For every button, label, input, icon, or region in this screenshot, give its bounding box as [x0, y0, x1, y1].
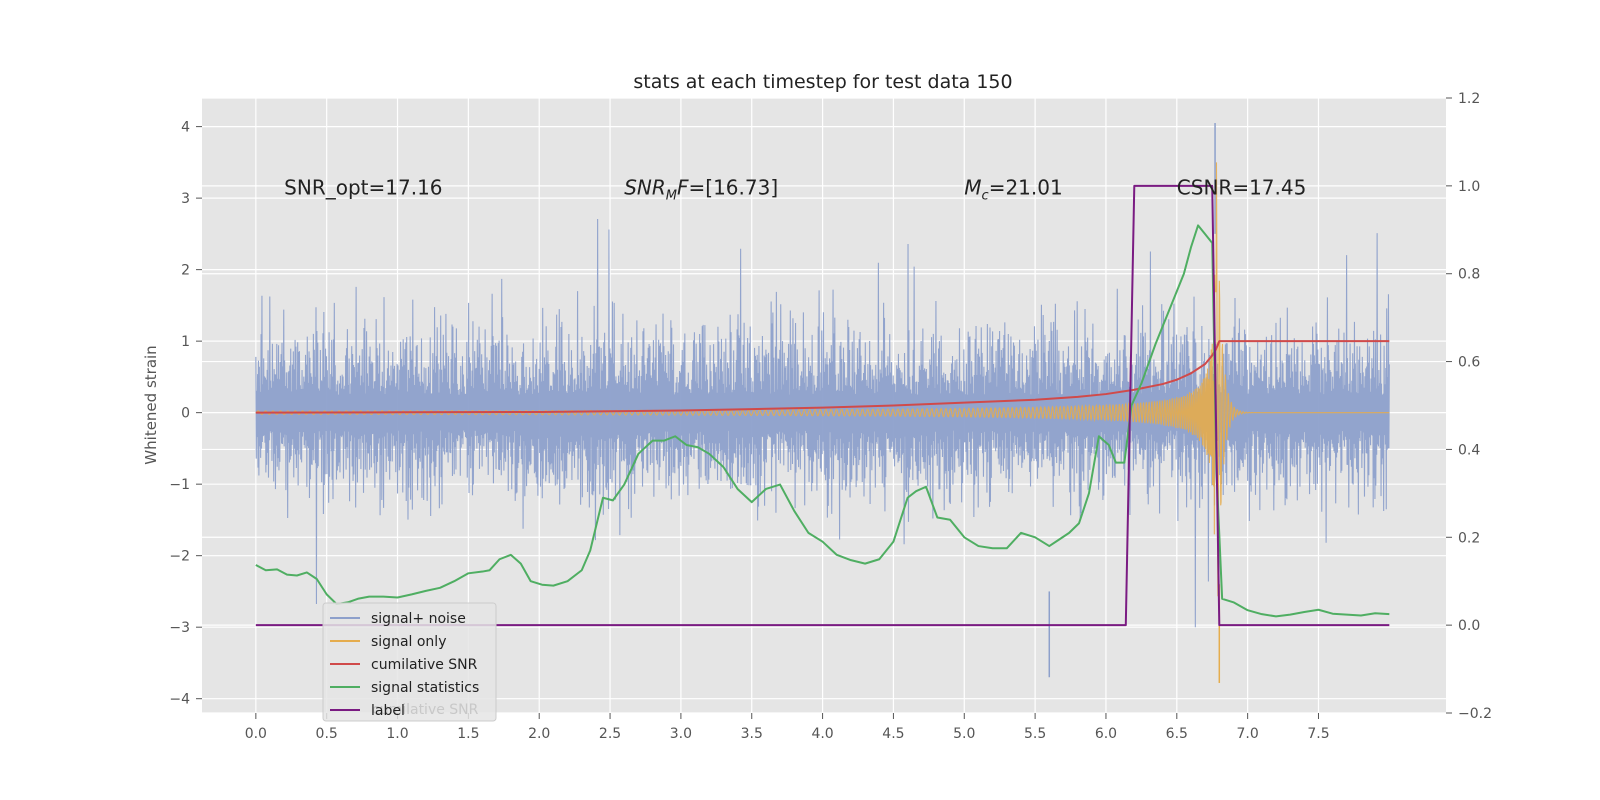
legend-ghost-text: cumilative SNR — [372, 702, 479, 718]
annotation: CSNR=17.45 — [1177, 175, 1307, 199]
y-tick-label: −1 — [169, 477, 190, 493]
legend-entry: cumilative SNR — [371, 657, 478, 673]
x-tick-label: 3.0 — [670, 726, 692, 742]
y-tick-label: 2 — [181, 263, 190, 279]
y-tick-label: 4 — [181, 120, 190, 136]
y-tick-label: −2 — [169, 549, 190, 565]
x-tick-label: 5.0 — [953, 726, 975, 742]
y-tick-label: −4 — [169, 692, 190, 708]
x-tick-label: 1.5 — [457, 726, 479, 742]
annotation: SNR_opt=17.16 — [284, 175, 442, 199]
legend-entry: signal only — [371, 634, 446, 650]
annotations: SNR_opt=17.16 SNRMF=[16.73] Mc=21.01 CSNR=1… — [284, 175, 1306, 203]
legend-entry: label — [371, 703, 405, 719]
x-tick-label: 2.5 — [599, 726, 621, 742]
y-right-tick-label: 1.0 — [1458, 179, 1480, 195]
series-signal-only-line — [255, 162, 1390, 597]
legend-entry: signal statistics — [371, 680, 479, 696]
x-tick-label: 3.5 — [741, 726, 763, 742]
x-tick-label: 0.5 — [316, 726, 338, 742]
y-right-tick-label: 1.2 — [1458, 91, 1480, 107]
x-tick-label: 2.0 — [528, 726, 550, 742]
annotation: SNRMF=[16.73] — [624, 175, 778, 203]
x-tick-label: 4.5 — [882, 726, 904, 742]
x-tick-label: 7.0 — [1237, 726, 1259, 742]
y-right-tick-label: 0.8 — [1458, 267, 1480, 283]
x-tick-label: 4.0 — [811, 726, 833, 742]
legend-entry: signal+ noise — [371, 611, 466, 627]
y-right-tick-label: 0.4 — [1458, 442, 1480, 458]
y-axis-label: Whitened strain — [142, 345, 160, 464]
x-tick-label: 7.5 — [1307, 726, 1329, 742]
x-tick-label: 0.0 — [245, 726, 267, 742]
y-tick-label: −3 — [169, 620, 190, 636]
y-right-tick-label: 0.6 — [1458, 355, 1480, 371]
x-tick-label: 6.5 — [1166, 726, 1188, 742]
axes: 0.0 0.5 1.0 1.5 2.0 2.5 3.0 3.5 4.0 4.5 5.0 5.5 6.0 6… — [169, 91, 1492, 742]
y-right-tick-label: 0.2 — [1458, 530, 1480, 546]
annotation: Mc=21.01 — [964, 175, 1062, 203]
y-right-tick-label: −0.2 — [1458, 706, 1492, 722]
series-layer — [255, 123, 1390, 683]
x-tick-label: 5.5 — [1024, 726, 1046, 742]
series-label-line — [255, 184, 1390, 627]
chart-title: stats at each timestep for test data 150 — [633, 71, 1012, 93]
x-tick-label: 6.0 — [1095, 726, 1117, 742]
y-right-tick-label: 0.0 — [1458, 618, 1480, 634]
legend: cumilative SNR signal+ noise signal only cu… — [322, 602, 497, 722]
x-tick-label: 1.0 — [386, 726, 408, 742]
y-tick-label: 1 — [181, 334, 190, 350]
legend-box — [322, 602, 497, 722]
series-signal-statistics-line — [255, 224, 1390, 618]
y-tick-label: 0 — [181, 406, 190, 422]
y-tick-label: 3 — [181, 191, 190, 207]
